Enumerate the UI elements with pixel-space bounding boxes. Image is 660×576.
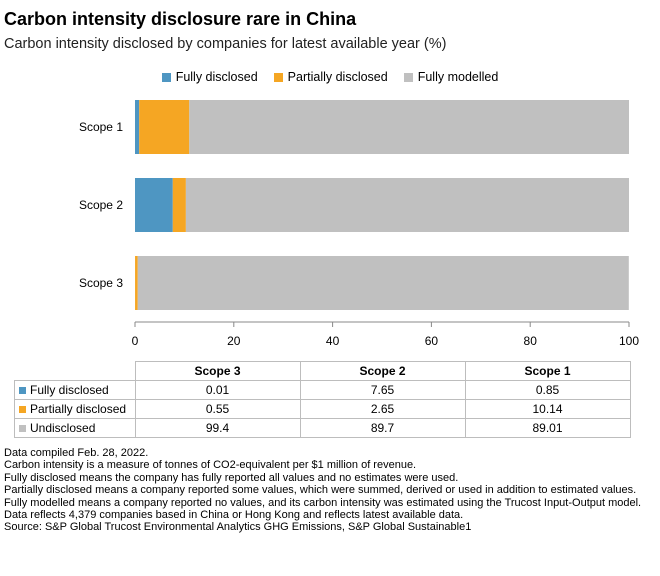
table-cell: 0.55 (134, 399, 301, 419)
table-corner (14, 361, 135, 381)
bar-segment (139, 100, 190, 154)
bar-segment (135, 178, 173, 232)
y-tick-label: Scope 2 (79, 198, 123, 212)
table-row: Undisclosed 99.4 89.7 89.01 (14, 418, 631, 438)
table-cell: 0.01 (134, 380, 301, 400)
note-partially-disclosed: Partially disclosed means a company repo… (4, 484, 637, 497)
bar-segment (135, 100, 140, 154)
table-cell: 10.14 (464, 399, 631, 419)
bar-segment (137, 256, 629, 310)
chart-notes: Data compiled Feb. 28, 2022. Carbon inte… (4, 447, 654, 534)
bar-segment (185, 178, 629, 232)
table-header-scope-1: Scope 1 (464, 361, 631, 381)
legend-item-partially-disclosed: Partially disclosed (273, 70, 388, 84)
x-tick-label: 20 (227, 334, 241, 348)
note-source: Source: S&P Global Trucost Environmental… (4, 521, 472, 534)
y-tick-label: Scope 1 (79, 120, 123, 134)
table-header-row: Scope 3 Scope 2 Scope 1 (14, 361, 631, 381)
table-cell: 99.4 (134, 418, 301, 438)
bar-segment (189, 100, 630, 154)
table-cell: 0.85 (464, 380, 631, 400)
note-fully-modelled: Fully modelled means a company reported … (4, 496, 642, 509)
legend-swatch-fully-disclosed (161, 72, 171, 82)
table-cell: 89.01 (464, 418, 631, 438)
table-header-scope-3: Scope 3 (134, 361, 301, 381)
x-tick-label: 80 (524, 334, 538, 348)
note-fully-disclosed: Fully disclosed means the company has fu… (4, 471, 459, 484)
chart-title: Carbon intensity disclosure rare in Chin… (4, 9, 357, 29)
note-sample: Data reflects 4,379 companies based in C… (4, 509, 464, 522)
table-row-label-text: Fully disclosed (30, 383, 109, 397)
note-definition: Carbon intensity is a measure of tonnes … (4, 459, 417, 472)
table-header-scope-2: Scope 2 (299, 361, 466, 381)
table-swatch-fully-disclosed (19, 387, 26, 394)
legend-swatch-fully-modelled (403, 72, 413, 82)
chart-legend: Fully disclosed Partially disclosed Full… (0, 70, 660, 84)
x-tick-label: 40 (326, 334, 340, 348)
note-date: Data compiled Feb. 28, 2022. (4, 447, 149, 459)
table-row-label-text: Undisclosed (30, 421, 96, 435)
y-tick-label: Scope 3 (79, 276, 123, 290)
bar-segment (172, 178, 186, 232)
legend-label-fully-modelled: Fully modelled (417, 70, 499, 84)
data-table: Scope 3 Scope 2 Scope 1 Fully disclosed … (14, 361, 631, 438)
chart-subtitle: Carbon intensity disclosed by companies … (4, 36, 447, 52)
table-cell: 89.7 (299, 418, 466, 438)
table-row-label: Undisclosed (14, 418, 136, 438)
table-swatch-partially-disclosed (19, 406, 26, 413)
legend-label-partially-disclosed: Partially disclosed (287, 70, 388, 84)
bar-chart: Scope 1 Scope 2 Scope 3 0 20 40 60 80 100 (79, 100, 639, 348)
legend-swatch-partially-disclosed (273, 72, 283, 82)
x-tick-label: 100 (619, 334, 639, 348)
legend-item-fully-modelled: Fully modelled (403, 70, 499, 84)
table-row: Fully disclosed 0.01 7.65 0.85 (14, 380, 631, 400)
table-row-label-text: Partially disclosed (30, 402, 127, 416)
legend-item-fully-disclosed: Fully disclosed (161, 70, 258, 84)
table-cell: 2.65 (299, 399, 466, 419)
legend-label-fully-disclosed: Fully disclosed (175, 70, 258, 84)
table-swatch-undisclosed (19, 425, 26, 432)
table-row-label: Partially disclosed (14, 399, 136, 419)
bar-segment (135, 256, 138, 310)
x-tick-label: 60 (425, 334, 439, 348)
x-tick-label: 0 (132, 334, 139, 348)
table-row-label: Fully disclosed (14, 380, 136, 400)
table-cell: 7.65 (299, 380, 466, 400)
table-row: Partially disclosed 0.55 2.65 10.14 (14, 399, 631, 419)
